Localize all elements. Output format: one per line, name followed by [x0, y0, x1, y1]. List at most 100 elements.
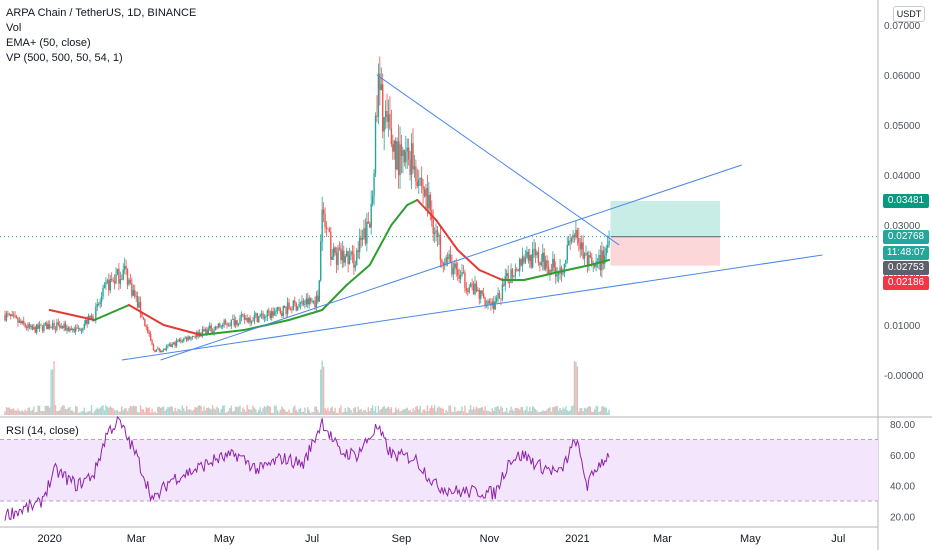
- volume-bar: [497, 405, 499, 415]
- volume-bar: [363, 410, 365, 415]
- ema-line-segment[interactable]: [200, 329, 246, 336]
- volume-bar: [520, 406, 522, 415]
- profit-zone[interactable]: [610, 200, 721, 237]
- volume-bar: [109, 406, 111, 415]
- ema-line-segment[interactable]: [416, 199, 438, 221]
- volume-bar: [234, 406, 237, 415]
- ema-indicator-label[interactable]: EMA+ (50, close): [6, 37, 91, 49]
- volume-bar: [503, 412, 505, 415]
- volume-bar: [12, 408, 15, 415]
- ema-line-segment[interactable]: [321, 284, 348, 311]
- ema-line-segment[interactable]: [162, 324, 203, 336]
- volume-bar: [314, 406, 316, 415]
- ema-line-segment[interactable]: [406, 199, 419, 206]
- symbol-title[interactable]: ARPA Chain / TetherUS, 1D, BINANCE: [6, 7, 197, 19]
- volume-bar: [507, 412, 509, 415]
- volume-bar: [510, 406, 512, 415]
- candle: [429, 194, 432, 211]
- time-tick-label: Mar: [127, 533, 146, 545]
- candle: [510, 269, 512, 283]
- volume-bar: [448, 405, 450, 415]
- volume-bar: [74, 405, 77, 415]
- volume-bar: [96, 407, 98, 415]
- ema-line-segment[interactable]: [48, 309, 96, 321]
- volume-bar: [575, 361, 577, 415]
- volume-bar: [425, 411, 427, 415]
- ema-line-segment[interactable]: [288, 309, 324, 321]
- volume-bar: [429, 407, 432, 415]
- volume-bar: [579, 408, 581, 415]
- ema-line-segment[interactable]: [566, 264, 592, 271]
- candle: [299, 302, 302, 305]
- candle: [379, 73, 381, 91]
- volume-indicator-label[interactable]: Vol: [6, 22, 22, 34]
- candle: [501, 284, 504, 300]
- ema-line-segment[interactable]: [243, 319, 291, 331]
- volume-profile-label[interactable]: VP (500, 500, 50, 54, 1): [6, 52, 123, 64]
- volume-bar: [103, 410, 106, 415]
- candle: [386, 110, 388, 122]
- candle: [472, 283, 475, 295]
- rsi-tick-label: 40.00: [890, 482, 915, 493]
- rsi-legend[interactable]: RSI (14, close): [6, 425, 79, 437]
- ema-line-segment[interactable]: [544, 269, 569, 276]
- candle: [451, 261, 453, 275]
- volume-bar: [433, 405, 436, 415]
- main-pane[interactable]: [0, 0, 878, 415]
- volume-bar: [213, 408, 215, 415]
- volume-bar: [121, 406, 123, 415]
- currency-badge[interactable]: USDT: [893, 6, 925, 22]
- ema-line-segment[interactable]: [93, 304, 130, 321]
- volume-bar: [206, 408, 208, 415]
- volume-bar: [578, 411, 580, 415]
- candle: [113, 281, 116, 284]
- candle: [276, 307, 279, 311]
- candle: [295, 303, 297, 311]
- ema-line-segment[interactable]: [368, 224, 393, 266]
- volume-bar: [85, 412, 87, 415]
- volume-bar: [23, 411, 25, 415]
- ema-line-segment[interactable]: [456, 249, 481, 271]
- ema-line-segment[interactable]: [478, 269, 504, 281]
- volume-bar: [63, 405, 65, 415]
- rsi-line[interactable]: [4, 415, 610, 521]
- volume-bar: [498, 409, 501, 415]
- candle: [455, 263, 457, 270]
- volume-bar: [239, 405, 241, 415]
- candle: [374, 115, 377, 174]
- loss-zone[interactable]: [610, 236, 721, 266]
- candle: [132, 290, 135, 296]
- volume-bar: [413, 410, 416, 415]
- candle: [477, 289, 479, 292]
- candle: [221, 324, 224, 327]
- volume-bar: [148, 407, 150, 415]
- ema-line-segment[interactable]: [345, 264, 371, 286]
- volume-bar: [87, 411, 90, 415]
- candle: [471, 283, 473, 285]
- volume-bar: [379, 410, 381, 415]
- time-tick-label: May: [740, 533, 761, 545]
- volume-bar: [18, 410, 21, 415]
- trend-line[interactable]: [376, 74, 620, 246]
- candle: [41, 325, 44, 331]
- candle: [565, 260, 567, 264]
- volume-bar: [279, 409, 282, 415]
- volume-bar: [366, 412, 368, 415]
- candle: [148, 332, 150, 334]
- ema-line-segment[interactable]: [127, 304, 165, 326]
- candle: [5, 313, 8, 321]
- ema-line-segment[interactable]: [523, 274, 547, 281]
- ema-line-segment[interactable]: [435, 219, 459, 251]
- candle: [20, 320, 22, 324]
- trend-line[interactable]: [121, 254, 823, 361]
- ema-line-segment[interactable]: [390, 204, 409, 226]
- candle: [87, 315, 90, 324]
- candle: [395, 140, 397, 170]
- trend-line[interactable]: [160, 164, 742, 361]
- candle: [517, 269, 519, 272]
- volume-bar: [325, 410, 328, 415]
- volume-bar: [283, 409, 286, 415]
- volume-bar: [566, 410, 568, 415]
- ema-line-segment[interactable]: [589, 259, 611, 266]
